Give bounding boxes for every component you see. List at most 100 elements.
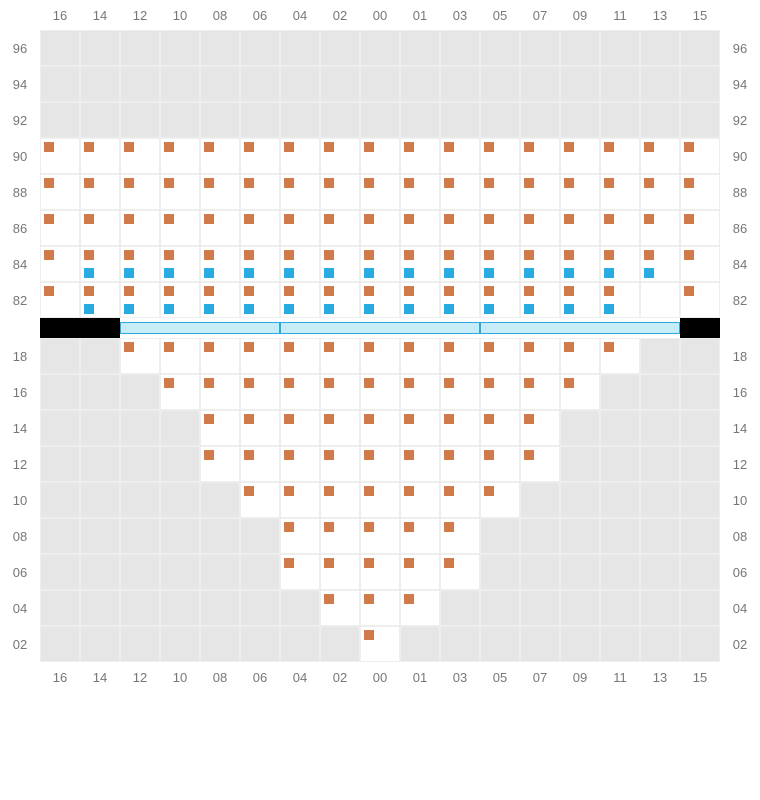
- seat-marker-alt[interactable]: [604, 268, 614, 278]
- seat-marker[interactable]: [204, 378, 214, 388]
- seat-marker[interactable]: [364, 342, 374, 352]
- seat-marker[interactable]: [364, 630, 374, 640]
- seat-marker[interactable]: [364, 142, 374, 152]
- seat-marker-alt[interactable]: [324, 304, 334, 314]
- seat-marker[interactable]: [324, 178, 334, 188]
- seat-marker[interactable]: [404, 178, 414, 188]
- seat-marker[interactable]: [604, 214, 614, 224]
- seat-marker-alt[interactable]: [564, 304, 574, 314]
- seat-marker[interactable]: [564, 178, 574, 188]
- seat-marker[interactable]: [404, 594, 414, 604]
- seat-marker[interactable]: [244, 142, 254, 152]
- seat-marker[interactable]: [644, 214, 654, 224]
- seat-marker[interactable]: [284, 342, 294, 352]
- seat-marker[interactable]: [44, 286, 54, 296]
- seat-marker[interactable]: [244, 214, 254, 224]
- seat-marker[interactable]: [644, 250, 654, 260]
- seat-marker[interactable]: [324, 450, 334, 460]
- seat-marker[interactable]: [324, 486, 334, 496]
- seat-marker[interactable]: [244, 342, 254, 352]
- seat-marker[interactable]: [564, 378, 574, 388]
- seat-marker[interactable]: [284, 450, 294, 460]
- seat-marker[interactable]: [324, 342, 334, 352]
- seat-marker[interactable]: [484, 342, 494, 352]
- seat-marker[interactable]: [524, 450, 534, 460]
- seat-marker[interactable]: [284, 214, 294, 224]
- seat-marker-alt[interactable]: [404, 268, 414, 278]
- seat-marker[interactable]: [564, 342, 574, 352]
- seat-marker[interactable]: [444, 286, 454, 296]
- seat-marker[interactable]: [484, 414, 494, 424]
- seat-marker[interactable]: [484, 378, 494, 388]
- seat-marker[interactable]: [84, 286, 94, 296]
- seat-marker[interactable]: [244, 286, 254, 296]
- seat-marker[interactable]: [524, 342, 534, 352]
- seat-marker[interactable]: [324, 214, 334, 224]
- seat-marker[interactable]: [444, 342, 454, 352]
- seat-marker[interactable]: [244, 378, 254, 388]
- seat-marker[interactable]: [164, 214, 174, 224]
- seat-marker[interactable]: [684, 286, 694, 296]
- seat-marker-alt[interactable]: [324, 268, 334, 278]
- seat-marker[interactable]: [124, 178, 134, 188]
- seat-marker-alt[interactable]: [404, 304, 414, 314]
- seat-marker-alt[interactable]: [84, 304, 94, 314]
- seat-marker[interactable]: [404, 486, 414, 496]
- seat-marker[interactable]: [364, 414, 374, 424]
- seat-marker[interactable]: [364, 250, 374, 260]
- seat-marker[interactable]: [444, 558, 454, 568]
- seat-marker[interactable]: [644, 178, 654, 188]
- seat-marker[interactable]: [204, 342, 214, 352]
- seat-marker[interactable]: [684, 214, 694, 224]
- seat-marker[interactable]: [684, 178, 694, 188]
- seat-marker-alt[interactable]: [284, 304, 294, 314]
- seat-marker[interactable]: [164, 250, 174, 260]
- seat-marker-alt[interactable]: [524, 304, 534, 314]
- seat-marker-alt[interactable]: [164, 304, 174, 314]
- seat-marker[interactable]: [644, 142, 654, 152]
- seat-marker[interactable]: [404, 286, 414, 296]
- seat-marker[interactable]: [204, 414, 214, 424]
- seat-marker-alt[interactable]: [644, 268, 654, 278]
- seat-marker[interactable]: [284, 286, 294, 296]
- seat-marker[interactable]: [44, 214, 54, 224]
- seat-marker-alt[interactable]: [484, 304, 494, 314]
- seat-marker[interactable]: [164, 286, 174, 296]
- seat-marker[interactable]: [484, 250, 494, 260]
- seat-marker[interactable]: [324, 594, 334, 604]
- seat-marker-alt[interactable]: [604, 304, 614, 314]
- seat-marker-alt[interactable]: [124, 304, 134, 314]
- seat-marker[interactable]: [444, 214, 454, 224]
- seat-marker[interactable]: [364, 522, 374, 532]
- seat-marker[interactable]: [84, 142, 94, 152]
- seat-marker[interactable]: [364, 178, 374, 188]
- seat-marker[interactable]: [524, 378, 534, 388]
- seat-marker-alt[interactable]: [524, 268, 534, 278]
- seat-marker[interactable]: [284, 142, 294, 152]
- seat-marker[interactable]: [444, 378, 454, 388]
- seat-marker[interactable]: [404, 214, 414, 224]
- seat-marker[interactable]: [364, 214, 374, 224]
- seat-marker-alt[interactable]: [444, 304, 454, 314]
- seat-marker[interactable]: [524, 250, 534, 260]
- seat-marker[interactable]: [284, 522, 294, 532]
- seat-marker[interactable]: [684, 250, 694, 260]
- seat-marker-alt[interactable]: [244, 268, 254, 278]
- seat-marker[interactable]: [124, 286, 134, 296]
- seat-marker[interactable]: [324, 522, 334, 532]
- seat-marker[interactable]: [124, 342, 134, 352]
- seat-marker[interactable]: [284, 414, 294, 424]
- seat-marker-alt[interactable]: [364, 268, 374, 278]
- seat-marker[interactable]: [44, 250, 54, 260]
- seat-marker[interactable]: [484, 178, 494, 188]
- seat-marker[interactable]: [604, 250, 614, 260]
- seat-marker[interactable]: [404, 522, 414, 532]
- seat-marker[interactable]: [564, 250, 574, 260]
- seat-marker[interactable]: [444, 178, 454, 188]
- seat-marker[interactable]: [564, 142, 574, 152]
- seat-marker[interactable]: [164, 342, 174, 352]
- seat-marker[interactable]: [444, 142, 454, 152]
- seat-marker[interactable]: [444, 414, 454, 424]
- seat-marker[interactable]: [164, 378, 174, 388]
- seat-marker[interactable]: [284, 378, 294, 388]
